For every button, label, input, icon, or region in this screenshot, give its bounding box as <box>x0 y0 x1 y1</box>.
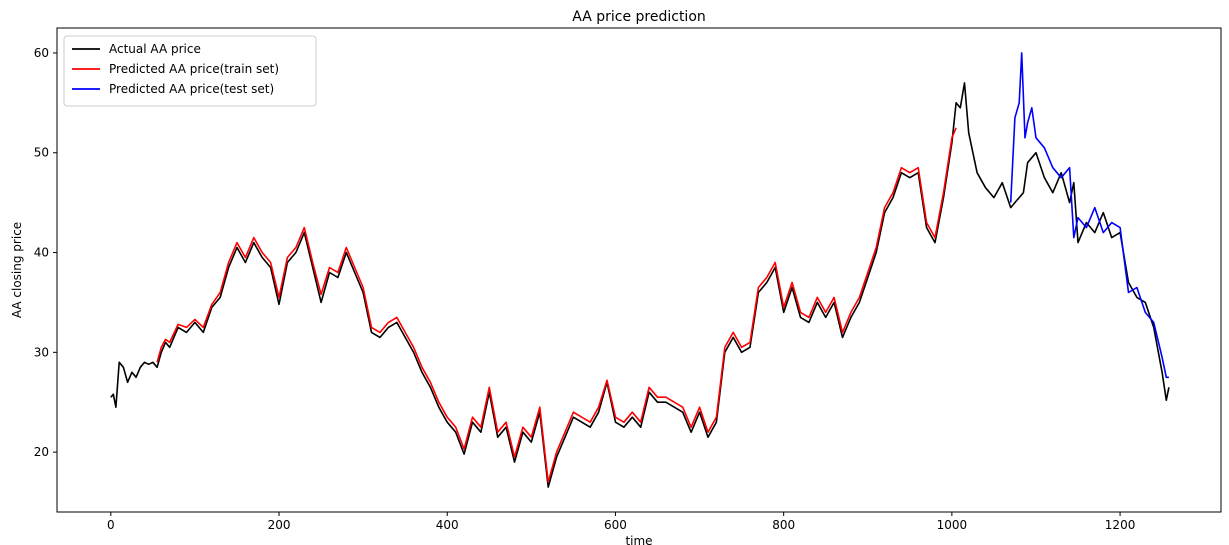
series-line-3 <box>1009 52 1169 379</box>
legend-label: Actual AA price <box>109 42 201 56</box>
y-tick-label: 50 <box>34 146 49 160</box>
y-tick-label: 60 <box>34 46 49 60</box>
y-tick-label: 40 <box>34 246 49 260</box>
y-axis-ticks: 20 30 40 50 60 <box>34 46 57 459</box>
series-line-2 <box>156 127 957 483</box>
series-line-1 <box>110 82 1170 488</box>
legend: Actual AA price Predicted AA price(train … <box>63 35 317 107</box>
y-tick-label: 30 <box>34 345 49 359</box>
y-tick-label: 20 <box>34 445 49 459</box>
x-tick-label: 0 <box>107 518 115 532</box>
x-axis-ticks: 0 200 400 600 800 1000 1200 <box>107 512 1135 532</box>
x-tick-label: 800 <box>772 518 795 532</box>
series-layer <box>110 52 1170 488</box>
x-tick-label: 600 <box>604 518 627 532</box>
x-tick-label: 1200 <box>1105 518 1136 532</box>
plot-area-frame <box>56 27 1222 513</box>
legend-label: Predicted AA price(train set) <box>109 62 279 76</box>
legend-label: Predicted AA price(test set) <box>109 82 274 96</box>
chart-title: AA price prediction <box>572 9 706 25</box>
legend-box <box>63 35 317 107</box>
x-axis-label: time <box>625 534 652 545</box>
x-tick-label: 400 <box>436 518 459 532</box>
y-axis-label: AA closing price <box>10 222 24 318</box>
x-tick-label: 200 <box>268 518 291 532</box>
x-tick-label: 1000 <box>937 518 968 532</box>
